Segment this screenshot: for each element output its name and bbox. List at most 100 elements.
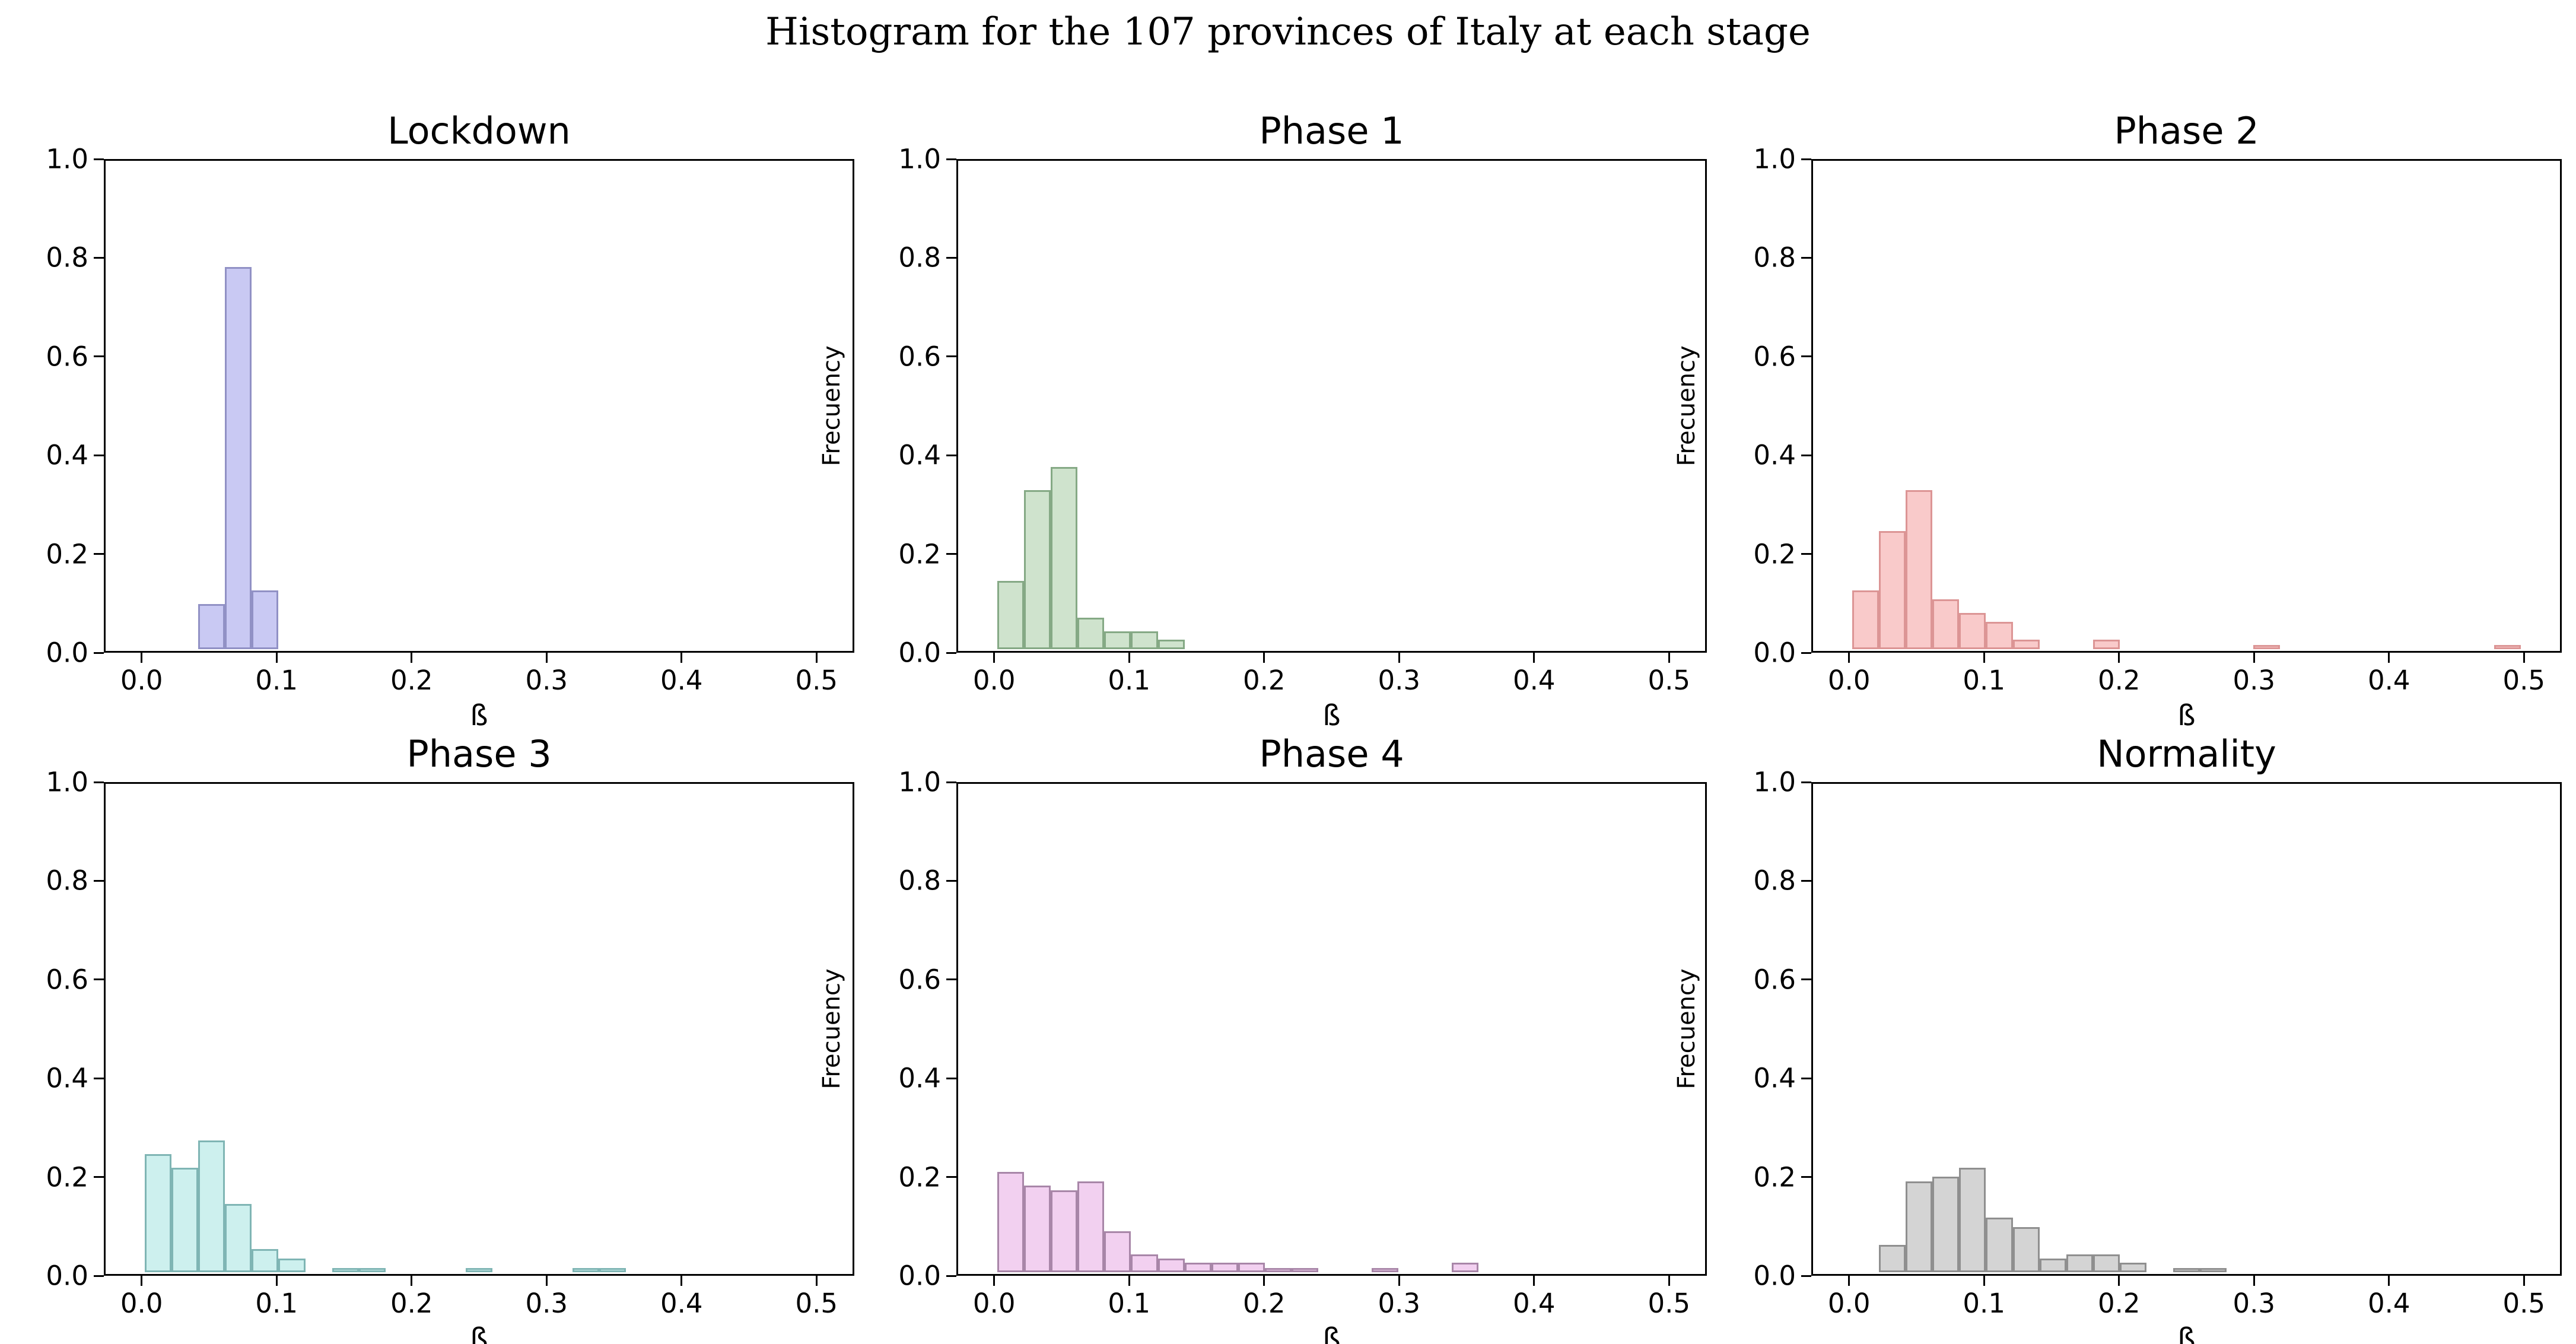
subplot-phase-1: Phase 1 0.0 0.1 0.2 0.3 0.4 0.5 0.0 0.2 0.4 0.6 0.8… [818,113,1707,730]
y-tick-label: 0.6 [1753,341,1796,373]
plot-frame [1811,159,2562,653]
histogram-bar [2494,644,2521,649]
x-tick-mark [1983,653,1985,663]
y-tick-mark [94,454,104,456]
histogram-bar [358,1267,386,1272]
histogram-bar [1104,1231,1131,1272]
x-tick-label: 0.4 [2367,1288,2410,1319]
x-tick-label: 0.4 [2367,665,2410,696]
plot-frame [104,782,854,1276]
y-tick-mark [946,1176,956,1178]
histogram-bar [465,1267,493,1272]
y-tick-mark [1801,553,1811,555]
subplot-lockdown: Lockdown 0.0 0.1 0.2 0.3 0.4 0.5 0.0 0.2 0.4 0.6 0.… [46,113,854,730]
y-tick-mark [94,652,104,654]
x-tick-label: 0.2 [1242,665,1286,696]
histogram-bar [1932,599,1960,649]
histogram-bar [1131,631,1158,649]
x-tick-mark [815,653,818,663]
x-tick-label: 0.1 [255,665,298,696]
y-tick-mark [1801,454,1811,456]
x-tick-label: 0.5 [795,665,838,696]
histogram-bar [1879,530,1906,649]
subplot-phase-3: Phase 3 0.0 0.1 0.2 0.3 0.4 0.5 0.0 0.2 0.4 0.6 0.8… [46,736,854,1344]
x-axis-label: ß [1322,1322,1341,1344]
histogram-bar [2173,1267,2200,1272]
y-tick-mark [946,652,956,654]
histogram-bar [1959,612,1986,649]
histogram-bar [573,1267,600,1272]
histogram-bar [1906,490,1933,649]
y-tick-mark [946,1077,956,1079]
y-tick-mark [946,355,956,358]
x-tick-mark [2118,1276,2120,1286]
x-tick-mark [680,653,683,663]
histogram-bar [2092,1254,2120,1272]
y-axis-label: Frecuency [818,968,845,1089]
y-tick-mark [1801,1077,1811,1079]
y-tick-label: 0.2 [898,1161,941,1193]
histogram-bar [2119,1263,2146,1272]
y-tick-label: 0.6 [1753,964,1796,996]
y-tick-label: 0.2 [46,1161,88,1193]
y-tick-mark [1801,256,1811,259]
x-tick-mark [1668,1276,1670,1286]
x-tick-mark [141,1276,143,1286]
y-tick-mark [946,781,956,783]
y-tick-label: 1.0 [46,766,88,798]
histogram-bar [1157,1259,1185,1272]
histogram-bar [1879,1245,1906,1272]
x-tick-mark [1398,1276,1400,1286]
x-tick-mark [275,653,278,663]
y-tick-label: 0.6 [46,964,88,996]
y-tick-mark [94,355,104,358]
y-tick-mark [946,454,956,456]
histogram-bar [1051,1190,1078,1272]
x-tick-label: 0.0 [972,1288,1016,1319]
subplot-title: Phase 3 [406,732,552,776]
x-tick-label: 0.0 [1827,665,1871,696]
histogram-bar [997,581,1025,649]
histogram-bar [1238,1263,1265,1272]
y-tick-label: 0.0 [898,1260,941,1292]
y-tick-label: 1.0 [1753,766,1796,798]
y-tick-mark [946,879,956,882]
subplot-title: Phase 2 [2114,109,2259,152]
histogram-bar [1452,1263,1479,1272]
subplot-phase-4: Phase 4 0.0 0.1 0.2 0.3 0.4 0.5 0.0 0.2 0.4 0.6 0.8… [818,736,1707,1344]
y-axis-label: Frecuency [818,345,845,466]
x-tick-label: 0.2 [390,665,433,696]
subplot-title: Phase 1 [1259,109,1404,152]
plot-area [107,786,851,1272]
x-tick-mark [2118,653,2120,663]
plot-area [1815,786,2558,1272]
histogram-bar [1024,1186,1051,1272]
x-tick-label: 0.2 [2097,665,2141,696]
histogram-bar [1104,631,1131,649]
x-tick-mark [1533,1276,1535,1286]
x-tick-mark [993,653,996,663]
x-axis-label: ß [2177,699,2196,732]
x-tick-mark [2388,653,2390,663]
y-tick-mark [94,553,104,555]
y-tick-label: 0.2 [46,538,88,570]
histogram-bar [1024,490,1051,649]
x-tick-mark [1128,653,1130,663]
y-tick-mark [94,978,104,981]
x-tick-label: 0.2 [390,1288,433,1319]
x-tick-label: 0.1 [1108,1288,1151,1319]
histogram-bar [171,1167,199,1272]
x-tick-mark [2388,1276,2390,1286]
x-tick-mark [545,653,548,663]
x-axis-label: ß [470,1322,488,1344]
histogram-bar [2066,1254,2093,1272]
histogram-bar [1184,1263,1211,1272]
subplot-normality: Normality 0.0 0.1 0.2 0.3 0.4 0.5 0.0 0.2 0.4 0.6 0… [1673,736,2562,1344]
y-tick-label: 0.6 [46,341,88,373]
y-tick-mark [1801,781,1811,783]
y-tick-label: 1.0 [898,143,941,175]
histogram-bar [225,1204,252,1272]
histogram-bar [2012,640,2040,649]
y-tick-mark [946,978,956,981]
